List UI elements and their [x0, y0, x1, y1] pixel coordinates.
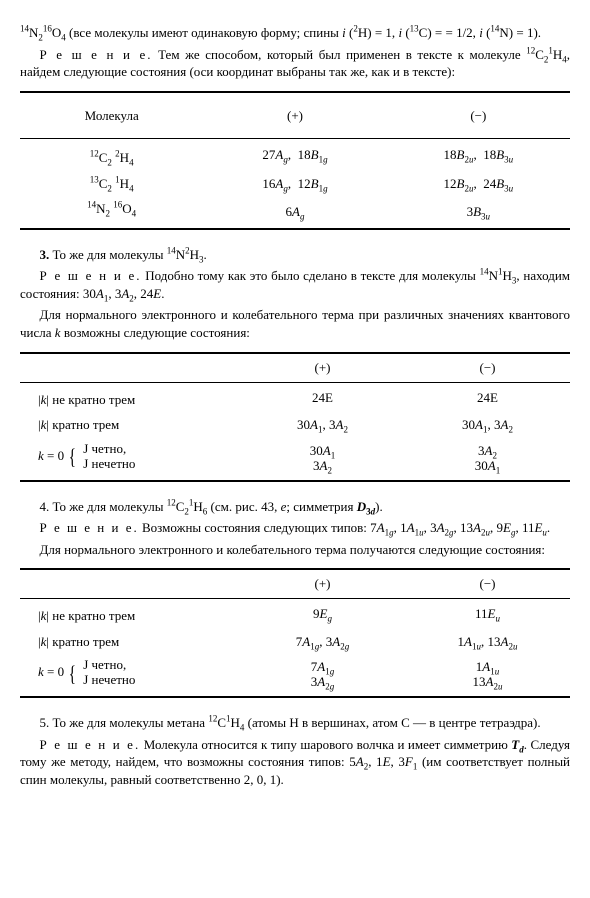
t1-r1c3: 18B2u, 18B3u: [387, 139, 570, 171]
solution-label: Р е ш е н и е.: [40, 47, 153, 62]
t2-r3c3: 3A2 30A1: [405, 438, 570, 481]
table-1: Молекула (+) (−) 12C2 2H4 27Ag, 18B1g 18…: [20, 91, 570, 230]
t2-h2: (+): [240, 353, 405, 383]
sec4-sol: Р е ш е н и е. Возможны состояния следую…: [20, 519, 570, 537]
t1-r1c2: 27Ag, 18B1g: [203, 139, 386, 171]
table-2: (+) (−) |k| не кратно трем 24E 24E |k| к…: [20, 352, 570, 482]
t2-r2c1: |k| кратно трем: [20, 412, 240, 438]
t3-r3c2: 7A1g 3A2g: [240, 654, 405, 697]
t1-h3: (−): [387, 92, 570, 139]
t3-h3: (−): [405, 569, 570, 599]
t3-r2c3: 1A1u, 13A2u: [405, 629, 570, 655]
t2-r3c1: k = 0 { J четно, J нечетно: [20, 438, 240, 481]
t2-r1c1: |k| не кратно трем: [20, 382, 240, 412]
t1-h2: (+): [203, 92, 386, 139]
t2-r3-bot: J нечетно: [83, 456, 135, 471]
t1-r3c3: 3B3u: [387, 196, 570, 229]
t1-r2c1: 13C2 1H4: [20, 171, 203, 197]
t3-r3-top: J четно,: [83, 657, 126, 672]
t3-r1c2: 9Eg: [240, 599, 405, 629]
t2-h3: (−): [405, 353, 570, 383]
sec5-title: 5. То же для молекулы метана 12C1H4 (ато…: [20, 714, 570, 732]
sec3-para: Для нормального электронного и колебател…: [20, 306, 570, 341]
t1-r3c1: 14N2 16O4: [20, 196, 203, 229]
t1-r2c3: 12B2u, 24B3u: [387, 171, 570, 197]
t1-r2c2: 16Ag, 12B1g: [203, 171, 386, 197]
sec3-title: 3. То же для молекулы 14N2H3.: [20, 246, 570, 264]
sec5-sol-label: Р е ш е н и е.: [40, 737, 141, 752]
t3-r1c1: |k| не кратно трем: [20, 599, 240, 629]
intro-solution: Р е ш е н и е. Тем же способом, который …: [20, 46, 570, 81]
sec3-sol: Р е ш е н и е. Подобно тому как это было…: [20, 267, 570, 302]
t3-r2c2: 7A1g, 3A2g: [240, 629, 405, 655]
t3-r3-bot: J нечетно: [83, 672, 135, 687]
t1-r3c2: 6Ag: [203, 196, 386, 229]
t3-r1c3: 11Eu: [405, 599, 570, 629]
brace-icon: {: [69, 450, 76, 463]
intro-line1: 14N216O4 (все молекулы имеют одинаковую …: [20, 24, 570, 42]
sec5-sol: Р е ш е н и е. Молекула относится к типу…: [20, 736, 570, 789]
t3-h2: (+): [240, 569, 405, 599]
t3-r3c1: k = 0 { J четно, J нечетно: [20, 654, 240, 697]
t2-r2c2: 30A1, 3A2: [240, 412, 405, 438]
t3-r2c1: |k| кратно трем: [20, 629, 240, 655]
table-3: (+) (−) |k| не кратно трем 9Eg 11Eu |k| …: [20, 568, 570, 698]
sec3-sol-label: Р е ш е н и е.: [40, 268, 142, 283]
t3-r3c3: 1A1u 13A2u: [405, 654, 570, 697]
t2-r3-top: J четно,: [83, 441, 126, 456]
brace-icon: {: [69, 667, 76, 680]
sec4-para: Для нормального электронного и колебател…: [20, 541, 570, 559]
sec4-title: 4. То же для молекулы 12C21H6 (см. рис. …: [20, 498, 570, 516]
t2-r1c3: 24E: [405, 382, 570, 412]
t2-r2c3: 30A1, 3A2: [405, 412, 570, 438]
t2-r1c2: 24E: [240, 382, 405, 412]
t2-r3c2: 30A1 3A2: [240, 438, 405, 481]
t1-r1c1: 12C2 2H4: [20, 139, 203, 171]
sec4-sol-label: Р е ш е н и е.: [40, 520, 139, 535]
t1-h1: Молекула: [20, 92, 203, 139]
sec4-sol-text: Возможны состояния следующих типов: 7A1g…: [142, 520, 550, 535]
